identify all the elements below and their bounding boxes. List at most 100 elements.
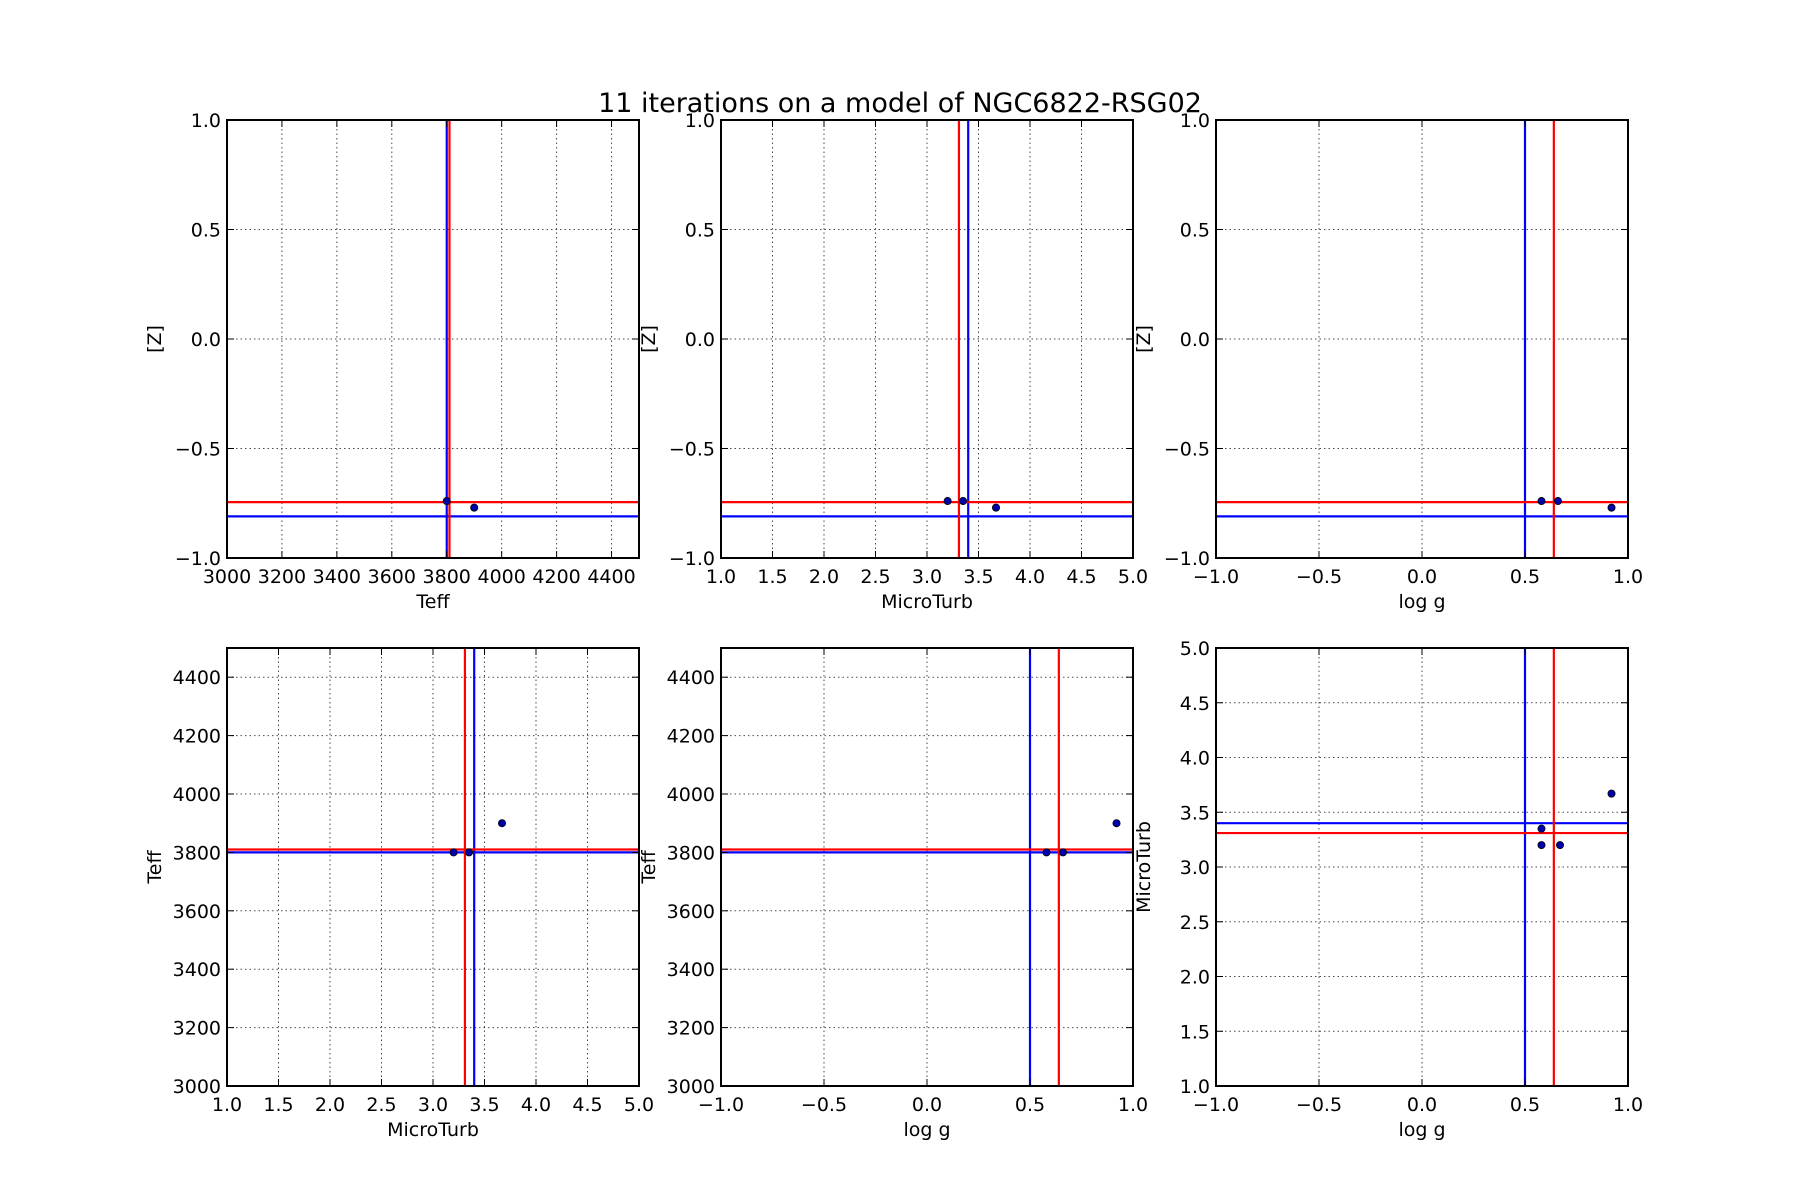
y-tick-label: −0.5 (1164, 439, 1210, 461)
data-point (992, 503, 1001, 512)
plot-area (721, 648, 1133, 1086)
plot-lines (721, 648, 1133, 1086)
y-tick-label: −0.5 (669, 439, 715, 461)
x-tick-label: −1.0 (698, 1094, 744, 1116)
y-tick-label: −1.0 (1164, 548, 1210, 570)
x-tick-label: 0.0 (1407, 1094, 1437, 1116)
x-tick-label: 5.0 (1118, 566, 1148, 588)
y-axis-label: [Z] (638, 325, 660, 353)
x-tick-label: 4.5 (1066, 566, 1096, 588)
y-tick-label: 3200 (173, 1018, 221, 1040)
plot-lines (227, 648, 639, 1086)
plot-frame (1215, 647, 1629, 1087)
y-tick-label: −0.5 (175, 439, 221, 461)
y-tick-label: 1.0 (1180, 1076, 1210, 1098)
y-tick-label: 4200 (173, 726, 221, 748)
data-point (1607, 789, 1616, 798)
plot-lines (721, 120, 1133, 558)
y-tick-label: 4400 (667, 667, 715, 689)
y-tick-label: 1.0 (1180, 110, 1210, 132)
y-axis-label: Teff (638, 850, 660, 885)
y-tick-label: 4.0 (1180, 748, 1210, 770)
y-axis-label: Teff (144, 850, 166, 885)
y-tick-label: 3600 (667, 901, 715, 923)
y-tick-label: 0.0 (685, 329, 715, 351)
x-tick-label: 0.5 (1510, 1094, 1540, 1116)
x-tick-label: 1.0 (706, 566, 736, 588)
x-tick-label: 3600 (368, 566, 416, 588)
subplot-3: −1.0 −0.5 0.0 0.5 1.0 −1.0 −0.5 0.0 0.5 1.0 log g [… (1133, 110, 1643, 613)
y-tick-label: 3000 (667, 1076, 715, 1098)
data-point (1537, 824, 1546, 833)
data-point (1058, 848, 1067, 857)
data-point (1112, 819, 1121, 828)
y-tick-label: 3.5 (1180, 802, 1210, 824)
x-tick-label: 1.5 (263, 1094, 293, 1116)
plot-lines (1216, 648, 1628, 1086)
subplot-grid: 3000 3200 3400 3600 3800 4000 4200 4400 −1.0 −0.5… (144, 110, 1643, 1141)
data-point (470, 503, 479, 512)
x-tick-label: 2.5 (860, 566, 890, 588)
y-tick-label: 2.5 (1180, 912, 1210, 934)
y-tick-label: 1.0 (191, 110, 221, 132)
plot-lines (1216, 120, 1628, 558)
y-tick-label: 4200 (667, 726, 715, 748)
data-point (943, 497, 952, 506)
y-tick-label: 0.5 (685, 220, 715, 242)
x-tick-label: 3.0 (912, 566, 942, 588)
x-tick-label: 4.5 (572, 1094, 602, 1116)
data-point (1553, 497, 1562, 506)
x-tick-label: 4000 (477, 566, 525, 588)
y-tick-label: 3600 (173, 901, 221, 923)
y-tick-label: −1.0 (669, 548, 715, 570)
x-tick-label: 1.5 (757, 566, 787, 588)
data-point (959, 497, 968, 506)
data-point (449, 848, 458, 857)
x-tick-label: 3000 (203, 566, 251, 588)
y-tick-label: 2.0 (1180, 967, 1210, 989)
y-tick-label: 3800 (173, 842, 221, 864)
x-tick-label: 1.0 (1613, 566, 1643, 588)
x-tick-label: 2.0 (809, 566, 839, 588)
x-tick-label: 4200 (532, 566, 580, 588)
data-point (1537, 841, 1546, 850)
plot-lines (227, 120, 639, 558)
x-axis-label: Teff (415, 591, 450, 613)
x-axis-label: MicroTurb (387, 1119, 479, 1141)
plot-area (1216, 648, 1628, 1086)
y-tick-label: 3400 (667, 959, 715, 981)
x-tick-label: −0.5 (1296, 566, 1342, 588)
y-axis-label: MicroTurb (1133, 821, 1155, 913)
x-tick-label: −1.0 (1193, 566, 1239, 588)
x-tick-label: 3200 (258, 566, 306, 588)
data-point (1607, 503, 1616, 512)
y-tick-label: 1.5 (1180, 1021, 1210, 1043)
subplot-4: 1.0 1.5 2.0 2.5 3.0 3.5 4.0 4.5 5.0 3000 3200 3400 3… (144, 647, 654, 1141)
y-tick-label: 4000 (667, 784, 715, 806)
x-tick-label: 0.5 (1510, 566, 1540, 588)
subplot-5: −1.0 −0.5 0.0 0.5 1.0 3000 3200 3400 3600 3800 400… (638, 647, 1148, 1141)
x-tick-label: 0.0 (1407, 566, 1437, 588)
x-tick-label: 3800 (423, 566, 471, 588)
y-tick-label: 5.0 (1180, 638, 1210, 660)
data-point (1042, 848, 1051, 857)
x-tick-label: −0.5 (801, 1094, 847, 1116)
plot-frame (226, 119, 640, 559)
x-axis-label: MicroTurb (881, 591, 973, 613)
y-tick-label: 1.0 (685, 110, 715, 132)
x-tick-label: 3.0 (418, 1094, 448, 1116)
x-axis-label: log g (1398, 1119, 1445, 1141)
subplot-1: 3000 3200 3400 3600 3800 4000 4200 4400 −1.0 −0.5… (144, 110, 640, 613)
y-tick-label: 0.0 (1180, 329, 1210, 351)
y-tick-label: 4000 (173, 784, 221, 806)
subplot-2: 1.0 1.5 2.0 2.5 3.0 3.5 4.0 4.5 5.0 −1.0 −0.5 0.0 0.… (638, 110, 1148, 613)
x-tick-label: 3.5 (469, 1094, 499, 1116)
plot-frame (226, 647, 640, 1087)
x-axis-label: log g (1398, 591, 1445, 613)
y-tick-label: 3000 (173, 1076, 221, 1098)
x-tick-label: 0.5 (1015, 1094, 1045, 1116)
x-tick-label: 2.0 (315, 1094, 345, 1116)
y-tick-label: 3.0 (1180, 857, 1210, 879)
data-point (1556, 841, 1565, 850)
